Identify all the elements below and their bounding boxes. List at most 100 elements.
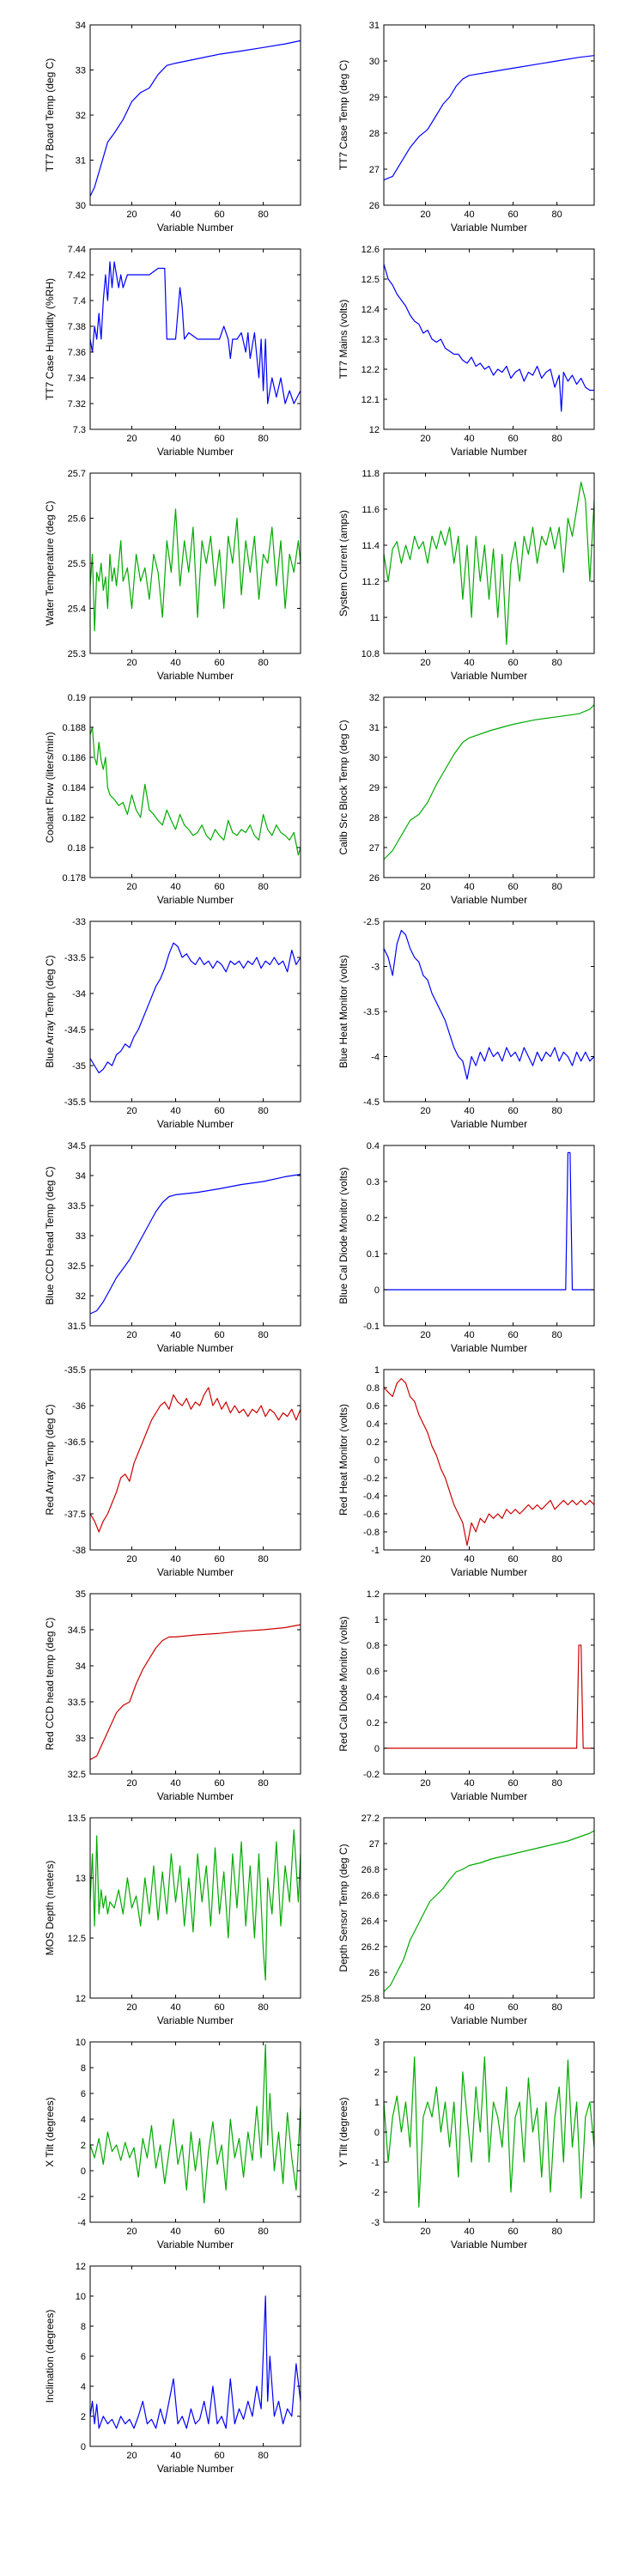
y-tick-label: 0 <box>374 2128 380 2138</box>
y-tick-label: 4 <box>81 2382 86 2392</box>
y-tick-label: 12 <box>369 425 380 435</box>
plot-frame <box>383 1145 595 1327</box>
x-tick-label: 80 <box>258 2451 268 2461</box>
plot-frame <box>383 920 595 1103</box>
plot-frame <box>89 1817 301 1999</box>
x-tick-label: 20 <box>126 1554 137 1564</box>
x-tick-label: 60 <box>214 2002 224 2013</box>
series-line <box>383 1830 595 1992</box>
plot-frame <box>89 24 301 206</box>
series-line <box>89 508 301 632</box>
y-tick-label: 27 <box>369 843 380 854</box>
chart-1: 20 40 60 80 30 31 32 33 34 Variable Number TT7 Boa… <box>44 21 301 234</box>
series-line <box>89 2044 301 2204</box>
x-axis-label: Variable Number <box>451 1342 527 1354</box>
y-tick-label: 4 <box>81 2115 86 2125</box>
x-tick-label: 60 <box>214 1554 224 1564</box>
x-tick-label: 20 <box>126 1330 137 1340</box>
chart-21: 20 40 60 80 0 2 4 6 8 10 12 Variable Number Inclinat… <box>44 2262 301 2475</box>
y-tick-label: 0.3 <box>367 1177 380 1188</box>
x-tick-label: 60 <box>507 2227 518 2237</box>
y-axis-label: Red Cal Diode Monitor (volts) <box>337 1616 349 1751</box>
y-axis-label: TT7 Case Temp (deg C) <box>337 60 349 171</box>
chart-12: 20 40 60 80 -0.1 0 0.1 0.2 0.3 0.4 Variable Number… <box>337 1141 595 1354</box>
chart-11: 20 40 60 80 31.5 32 32.5 33 33.5 34 34.5 Variable N… <box>44 1141 301 1354</box>
plot-frame <box>89 1145 301 1327</box>
y-axis-label: Red CCD head temp (deg C) <box>44 1618 56 1751</box>
y-tick-label: 32 <box>76 1291 86 1302</box>
x-tick-label: 60 <box>214 658 224 668</box>
y-tick-label: 31 <box>369 21 380 31</box>
y-tick-label: 10 <box>76 2292 86 2302</box>
chart-14: 20 40 60 80 -1 -0.8 -0.6 -0.4 -0.2 0 0.2 0.4 0.6 0.8 1… <box>337 1365 595 1578</box>
chart-19: 20 40 60 80 -4 -2 0 2 4 6 8 10 Variable Number X Tilt… <box>44 2038 301 2251</box>
y-tick-label: 31.5 <box>68 1321 86 1332</box>
x-tick-label: 80 <box>258 1778 268 1789</box>
series-line <box>383 2056 595 2208</box>
chart-10: 20 40 60 80 -4.5 -4 -3.5 -3 -2.5 Variable Number B… <box>337 917 595 1130</box>
x-tick-label: 20 <box>420 1778 430 1789</box>
y-tick-label: -37 <box>72 1473 86 1484</box>
x-tick-label: 40 <box>170 1554 180 1564</box>
y-tick-label: -2 <box>77 2192 86 2202</box>
y-tick-label: 26.2 <box>361 1942 380 1953</box>
chart-9: 20 40 60 80 -35.5 -35 -34.5 -34 -33.5 -33 Variable… <box>44 917 301 1130</box>
y-tick-label: 30 <box>76 201 86 211</box>
series-line <box>384 1151 594 1291</box>
x-tick-label: 20 <box>126 2227 137 2237</box>
y-tick-label: 33.5 <box>68 1698 86 1708</box>
x-tick-label: 60 <box>214 2451 224 2461</box>
series-line <box>384 1644 594 1749</box>
plot-frame <box>383 1593 595 1775</box>
x-tick-label: 80 <box>551 658 562 668</box>
y-tick-label: 28 <box>369 813 380 823</box>
y-tick-label: -0.1 <box>363 1321 380 1332</box>
y-tick-label: 13 <box>76 1874 86 1884</box>
x-tick-label: 20 <box>126 2451 137 2461</box>
y-tick-label: 31 <box>369 723 380 733</box>
y-tick-label: 0.4 <box>367 1141 380 1151</box>
y-tick-label: 12.5 <box>361 275 380 285</box>
x-tick-label: 80 <box>551 210 562 220</box>
x-tick-label: 80 <box>551 2227 562 2237</box>
y-tick-label: 34.5 <box>68 1141 86 1151</box>
x-tick-label: 20 <box>420 658 430 668</box>
x-tick-label: 40 <box>170 1778 180 1789</box>
x-tick-label: 40 <box>464 1554 474 1564</box>
y-tick-label: 25.5 <box>68 559 86 569</box>
y-tick-label: 7.36 <box>68 348 86 358</box>
y-tick-label: 25.7 <box>68 469 86 479</box>
x-tick-label: 60 <box>214 434 224 444</box>
x-tick-label: 20 <box>420 882 430 892</box>
y-axis-label: X Tilt (degrees) <box>44 2097 56 2166</box>
y-tick-label: 0 <box>374 1455 380 1466</box>
y-tick-label: 26.6 <box>361 1891 380 1901</box>
x-tick-label: 20 <box>420 2002 430 2013</box>
x-tick-label: 60 <box>507 882 518 892</box>
x-tick-label: 20 <box>126 434 137 444</box>
y-tick-label: 26 <box>369 201 380 211</box>
x-tick-label: 40 <box>464 1778 474 1789</box>
x-axis-label: Variable Number <box>451 2239 527 2251</box>
y-tick-label: 12 <box>76 2262 86 2272</box>
y-tick-label: 2 <box>81 2412 86 2422</box>
y-tick-label: 0 <box>81 2166 86 2177</box>
y-tick-label: 33.5 <box>68 1201 86 1212</box>
y-tick-label: 12.3 <box>361 335 380 345</box>
plot-frame <box>383 1817 595 1999</box>
x-tick-label: 80 <box>551 882 562 892</box>
x-axis-label: Variable Number <box>157 2014 234 2026</box>
x-axis-label: Variable Number <box>157 1118 234 1130</box>
chart-8: 20 40 60 80 26 27 28 29 30 31 32 Variable Number Cal… <box>337 693 595 906</box>
y-axis-label: Y Tilt (degrees) <box>337 2097 349 2166</box>
x-axis-label: Variable Number <box>157 1790 234 1802</box>
plot-frame <box>383 248 595 430</box>
x-tick-label: 40 <box>464 1330 474 1340</box>
y-axis-label: MOS Depth (meters) <box>44 1861 56 1956</box>
y-tick-label: 25.4 <box>68 605 86 615</box>
x-tick-label: 80 <box>551 1778 562 1789</box>
y-tick-label: 8 <box>81 2063 86 2074</box>
y-tick-label: 29 <box>369 783 380 793</box>
plot-frame <box>383 2041 595 2223</box>
y-axis-label: Blue Cal Diode Monitor (volts) <box>337 1167 349 1303</box>
